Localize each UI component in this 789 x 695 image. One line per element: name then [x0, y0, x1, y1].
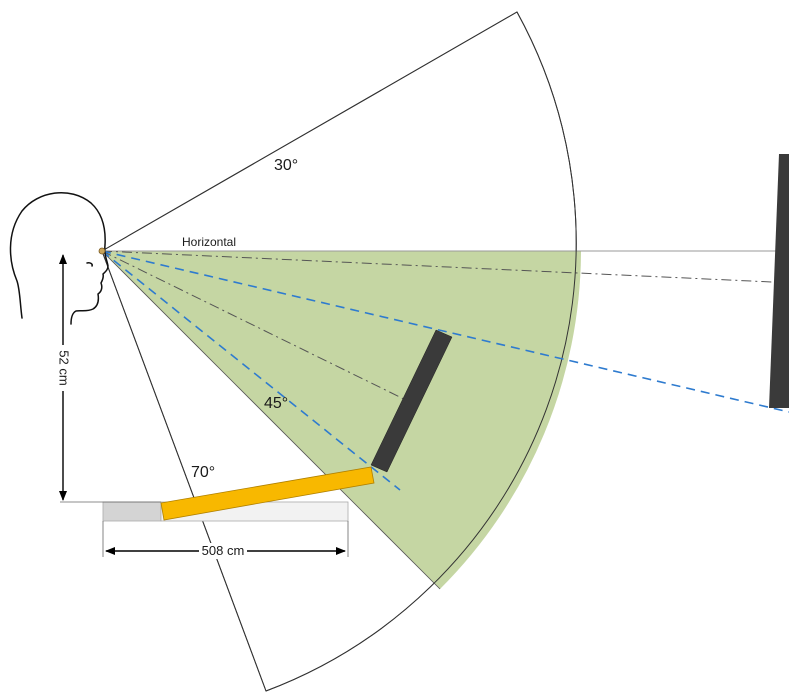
- angle-70-label: 70°: [191, 464, 215, 481]
- eye-point: [98, 247, 106, 255]
- desk-left: [102, 501, 162, 522]
- sector-arc: [265, 11, 577, 692]
- height-label-bg: [54, 345, 72, 391]
- height-label: 52 cm: [57, 350, 72, 385]
- near-monitor: [370, 329, 453, 473]
- head-profile-icon: [9, 191, 109, 325]
- radius-70-line: [101, 250, 267, 692]
- sight-line-near: [101, 250, 401, 491]
- keyboard-panel: [160, 466, 375, 521]
- width-label-bg: [199, 543, 247, 559]
- width-label: 508 cm: [202, 543, 245, 558]
- radius-30-line: [101, 11, 518, 252]
- guide-line-far: [101, 250, 773, 283]
- sight-line-far: [101, 250, 789, 413]
- angle-45-label: 45°: [264, 395, 288, 412]
- comfort-zone: [102, 251, 581, 589]
- radius-45-line: [101, 250, 441, 590]
- far-monitor: [769, 154, 789, 408]
- guide-line-screen: [101, 250, 413, 404]
- horizontal-label: Horizontal: [182, 235, 236, 249]
- angle-30-label: 30°: [274, 157, 298, 174]
